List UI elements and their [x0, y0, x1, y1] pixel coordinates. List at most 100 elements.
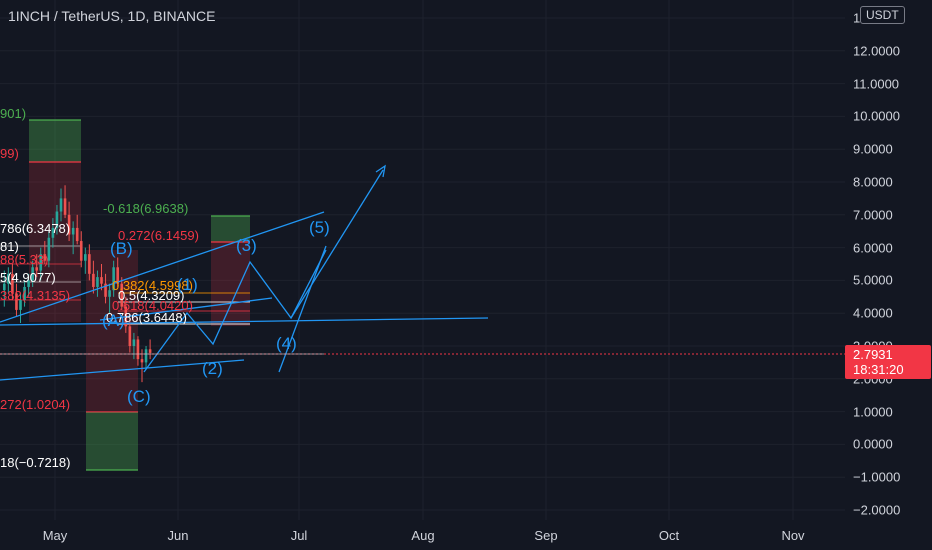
candle[interactable] [128, 319, 132, 353]
candle[interactable] [79, 231, 83, 268]
last-price-label: 2.7931 18:31:20 [845, 345, 931, 379]
fib-label: 382(4.3135) [0, 288, 70, 303]
time-axis[interactable]: May Jun Jul Aug Sep Oct Nov [0, 520, 845, 550]
candle-body [59, 198, 63, 212]
fib-label: 901) [0, 106, 26, 121]
chart-canvas[interactable]: 901) 99) 786(6.3478) 81) 88(5.33) 5(4.90… [0, 0, 845, 520]
candle[interactable] [104, 273, 107, 304]
bar-countdown: 18:31:20 [853, 362, 904, 377]
price-tick-label: 11.0000 [853, 76, 900, 92]
price-tick-label: 9.0000 [853, 141, 893, 157]
candle[interactable] [47, 231, 51, 268]
candle[interactable] [63, 185, 67, 219]
candle[interactable] [55, 204, 59, 235]
price-tick-label: 8.0000 [853, 174, 893, 190]
candle[interactable] [19, 293, 22, 324]
candle[interactable] [59, 188, 63, 222]
candle-body [23, 286, 26, 301]
candle[interactable] [23, 280, 26, 307]
price-tick-label: 6.0000 [853, 240, 893, 256]
chart-grid [0, 0, 845, 520]
candle-body [112, 267, 115, 291]
fib-label: 5(4.9077) [0, 270, 56, 285]
candle[interactable] [43, 241, 47, 264]
fib-label: 0.272(6.1459) [118, 228, 199, 243]
candle[interactable] [67, 201, 71, 242]
fib-label: 786(6.3478) [0, 221, 70, 236]
candle-body [116, 267, 119, 284]
fib-label: 0.382(4.5998) [112, 278, 193, 293]
trendline-upper [0, 211, 325, 323]
candle[interactable] [100, 264, 103, 291]
fib-label: 99) [0, 146, 19, 161]
candle-body [75, 227, 79, 242]
price-axis[interactable]: 13.000012.000011.000010.00009.00008.0000… [845, 0, 932, 520]
candle-body [108, 290, 111, 297]
candle-body [136, 339, 140, 360]
candle[interactable] [35, 254, 38, 278]
candle[interactable] [84, 247, 87, 274]
candle[interactable] [51, 218, 55, 248]
fib-box-right[interactable] [118, 215, 250, 326]
time-tick-label: Sep [534, 528, 558, 543]
candle[interactable] [112, 260, 115, 297]
wave-label-c: (C) [127, 387, 151, 406]
trendline-lower [0, 359, 245, 381]
wave-label-b: (B) [110, 239, 133, 258]
projection-line-4 [278, 245, 327, 373]
price-tick-label: 10.0000 [853, 108, 900, 124]
candle[interactable] [88, 244, 91, 281]
last-price-value: 2.7931 [853, 347, 893, 362]
candle-body [67, 214, 71, 235]
candle-body [15, 293, 18, 310]
candle-body [132, 339, 136, 346]
candle-body [79, 241, 83, 261]
wave-label-4: (4) [276, 334, 297, 353]
candle[interactable] [11, 264, 14, 301]
candle[interactable] [75, 214, 79, 245]
candle-body [104, 283, 107, 297]
candle[interactable] [27, 273, 30, 297]
candle-body [100, 277, 103, 284]
elliott-wave-path [143, 249, 327, 373]
candle-body [55, 211, 59, 228]
candle-body [88, 254, 91, 274]
candle[interactable] [144, 346, 148, 369]
wave-label-a: (A) [102, 311, 125, 330]
currency-badge[interactable]: USDT [860, 6, 905, 24]
wave-label-5: (5) [309, 218, 330, 237]
candle-body [84, 254, 87, 261]
candle-body [31, 267, 34, 281]
time-tick-label: Oct [658, 528, 680, 543]
candle[interactable] [136, 336, 140, 366]
candle-body [43, 254, 47, 261]
price-tick-label: 12.0000 [853, 43, 900, 59]
candlestick-series [3, 185, 152, 383]
trendline-middle [0, 317, 489, 326]
candle-body [7, 273, 10, 284]
candle-body [11, 273, 14, 294]
candle[interactable] [7, 267, 10, 294]
candle[interactable] [132, 332, 136, 360]
price-tick-label: −1.0000 [853, 469, 901, 485]
candle-body [140, 359, 144, 363]
candle[interactable] [108, 283, 111, 314]
candle[interactable] [31, 260, 34, 287]
candle[interactable] [120, 277, 124, 310]
candle[interactable] [148, 339, 152, 360]
candle[interactable] [39, 247, 43, 281]
price-tick-label: 1.0000 [853, 404, 893, 420]
candle[interactable] [3, 270, 6, 307]
candle[interactable] [15, 283, 18, 317]
symbol-title[interactable]: 1INCH / TetherUS, 1D, BINANCE [8, 8, 216, 24]
drawings[interactable] [0, 164, 489, 381]
candle[interactable] [92, 260, 95, 294]
wave-label-1: (1) [177, 275, 198, 294]
candle[interactable] [140, 349, 144, 383]
candle-body [71, 227, 75, 235]
candle-body [39, 254, 43, 271]
candle-body [3, 283, 6, 291]
candle[interactable] [71, 221, 75, 255]
candle[interactable] [96, 270, 99, 297]
fib-label: -0.618(6.9638) [103, 201, 188, 216]
